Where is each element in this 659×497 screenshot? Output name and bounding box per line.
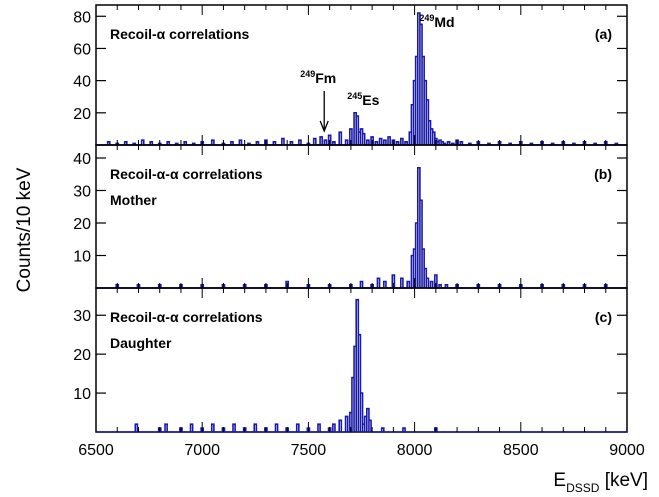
y-tick-label: 40	[73, 151, 91, 168]
peak-label-es: 245Es	[347, 91, 379, 108]
y-tick-label: 80	[73, 9, 91, 26]
y-tick-label: 40	[73, 74, 91, 91]
x-tick-label: 7000	[184, 442, 220, 459]
x-axis-label-sub: DSSD	[566, 481, 600, 495]
panel-1: 10 20 30 40 (b) Recoil-α-α correlations Mother	[73, 144, 628, 289]
y-tick-label: 20	[73, 347, 91, 364]
x-tick-label: 8000	[397, 442, 433, 459]
histogram-line	[96, 166, 627, 289]
panel-2: 10 20 30 (c) Recoil-α-α correlations Daughter…	[73, 287, 645, 459]
peak-label-fm: 249Fm	[300, 69, 336, 86]
panel-label: (c)	[595, 309, 612, 325]
panels: 20 40 60 80 (a) Recoil-α correlations 249Fm 245…	[73, 4, 645, 459]
panel-frame	[95, 287, 628, 433]
y-tick-label: 60	[73, 41, 91, 58]
fm-arrow-head	[319, 120, 329, 133]
y-tick-label: 10	[73, 386, 91, 403]
panel-title-line: Mother	[110, 192, 157, 208]
panel-title-line: Daughter	[110, 335, 172, 351]
y-tick-label: 10	[73, 249, 91, 266]
panel-0: 20 40 60 80 (a) Recoil-α correlations 249Fm 245…	[73, 4, 628, 146]
x-tick-label: 8500	[503, 442, 539, 459]
histogram-line	[96, 298, 627, 433]
x-axis-label: EDSSD [keV]	[553, 470, 648, 495]
x-axis-label-unit: [keV]	[599, 470, 648, 491]
y-tick-label: 20	[73, 216, 91, 233]
x-axis-label-main: E	[553, 470, 566, 491]
x-tick-label: 6500	[78, 442, 114, 459]
y-tick-label: 20	[73, 106, 91, 123]
panel-title-line: Recoil-α-α correlations	[110, 166, 263, 182]
y-axis-label: Counts/10 keV	[14, 167, 35, 292]
y-tick-label: 30	[73, 308, 91, 325]
panel-label: (a)	[595, 26, 612, 42]
panel-title-line: Recoil-α-α correlations	[110, 309, 263, 325]
panel-label: (b)	[594, 166, 612, 182]
y-tick-label: 30	[73, 184, 91, 201]
peak-label-md: 249Md	[419, 13, 454, 30]
x-tick-label: 7500	[291, 442, 327, 459]
x-tick-label: 9000	[609, 442, 645, 459]
panel-title-line: Recoil-α correlations	[110, 26, 250, 42]
